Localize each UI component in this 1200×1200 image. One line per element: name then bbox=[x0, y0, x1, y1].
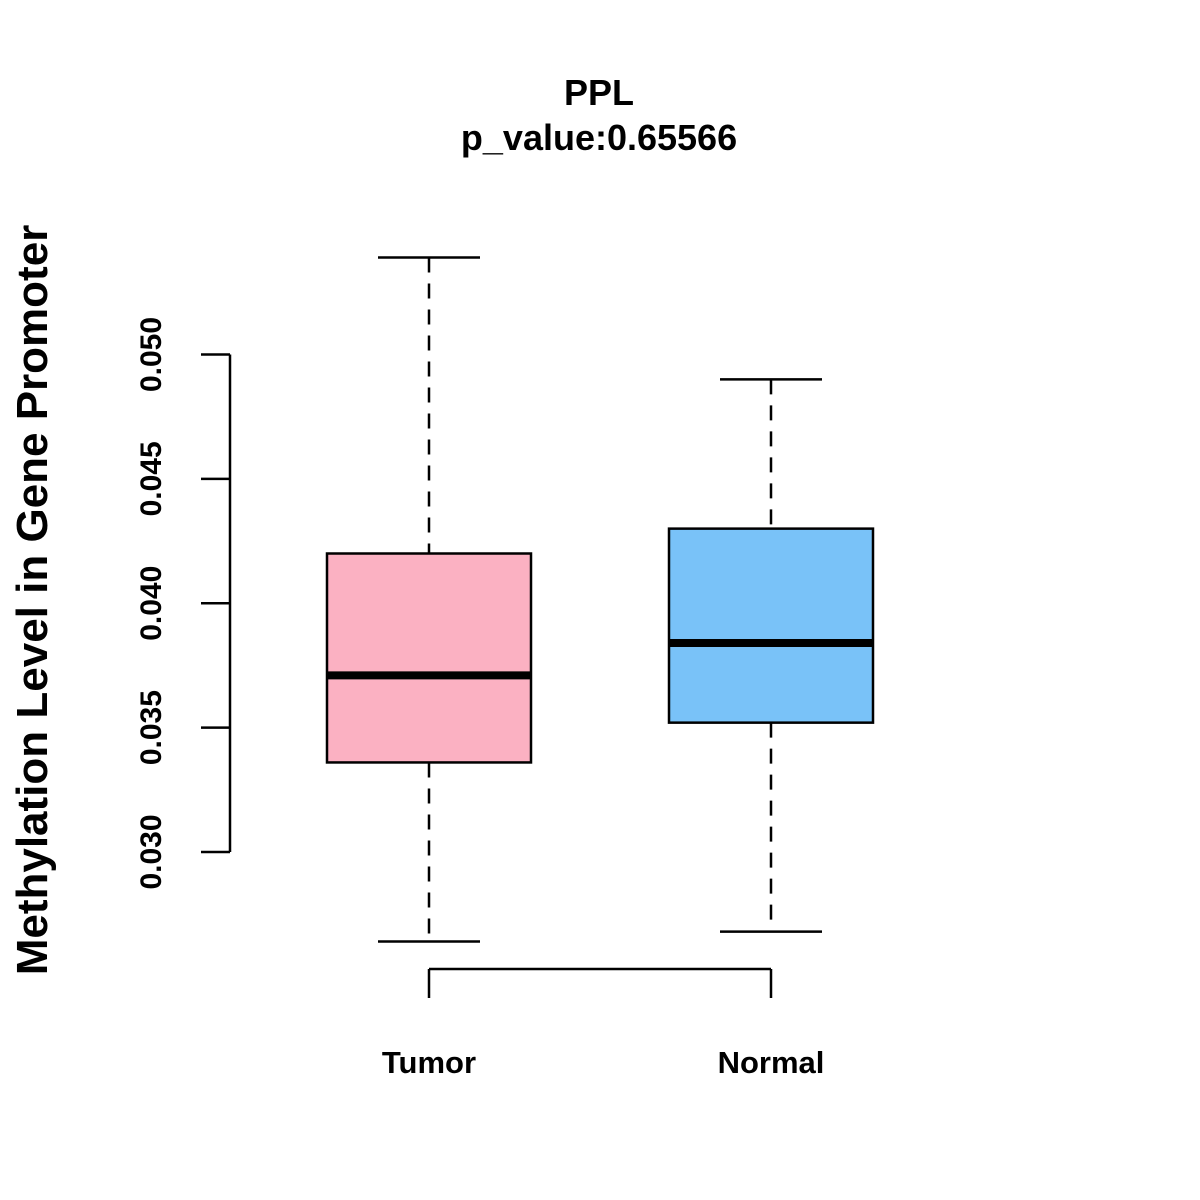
normal-box bbox=[667, 527, 875, 724]
y-tick-label: 0.050 bbox=[135, 317, 168, 392]
y-tick-label: 0.045 bbox=[135, 441, 168, 516]
chart-subtitle: p_value:0.65566 bbox=[461, 117, 737, 158]
tumor-box bbox=[325, 552, 533, 764]
x-tick-label-normal: Normal bbox=[718, 1045, 825, 1080]
y-axis-label: Methylation Level in Gene Promoter bbox=[8, 225, 57, 976]
x-tick-label-tumor: Tumor bbox=[382, 1045, 476, 1080]
y-tick-label: 0.035 bbox=[135, 690, 168, 765]
y-tick-label: 0.030 bbox=[135, 814, 168, 889]
plot-layer: 0.030 0.035 0.040 0.045 0.050 Tumor Normal bbox=[135, 256, 875, 1080]
y-tick-label: 0.040 bbox=[135, 566, 168, 641]
chart-title: PPL bbox=[564, 72, 634, 113]
